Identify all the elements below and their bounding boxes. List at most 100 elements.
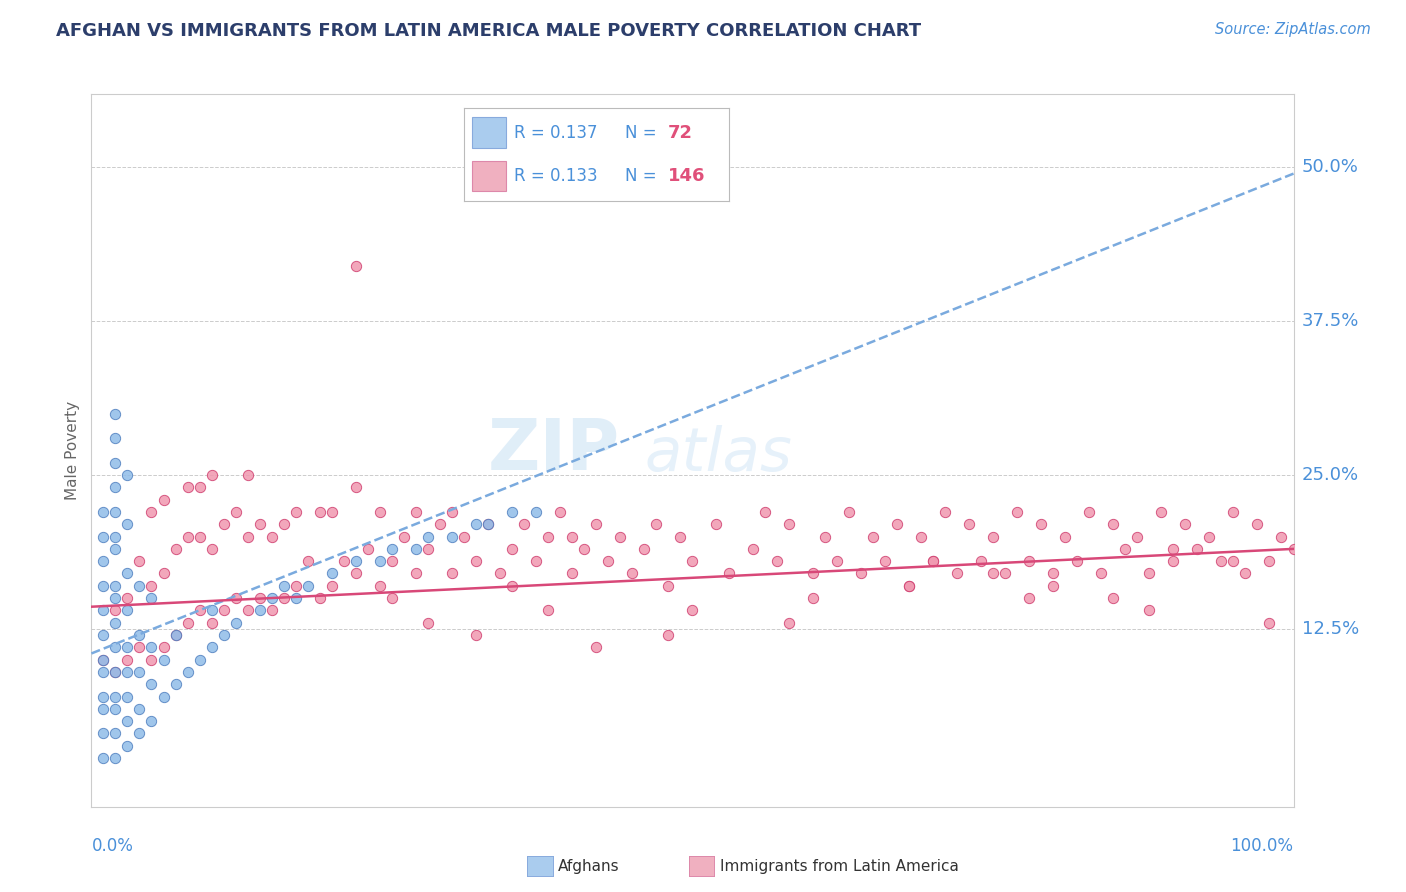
- Point: [981, 566, 1004, 581]
- Bar: [472, 161, 506, 192]
- Point: [260, 603, 283, 617]
- Point: [1102, 591, 1125, 606]
- Point: [1211, 554, 1233, 568]
- Point: [93, 665, 115, 679]
- Point: [1102, 517, 1125, 532]
- Point: [1234, 566, 1257, 581]
- Point: [152, 690, 174, 704]
- Point: [333, 554, 356, 568]
- Point: [249, 517, 271, 532]
- Point: [645, 517, 668, 532]
- Point: [273, 579, 295, 593]
- Point: [176, 530, 198, 544]
- Point: [561, 530, 583, 544]
- Point: [141, 591, 163, 606]
- Point: [681, 554, 703, 568]
- Point: [128, 640, 150, 655]
- Point: [1018, 591, 1040, 606]
- Point: [381, 591, 404, 606]
- Point: [104, 640, 127, 655]
- Text: 100.0%: 100.0%: [1230, 837, 1294, 855]
- Point: [117, 566, 139, 581]
- Point: [225, 615, 247, 630]
- Point: [93, 690, 115, 704]
- Text: Afghans: Afghans: [558, 859, 620, 873]
- Point: [188, 480, 211, 494]
- Bar: [472, 117, 506, 148]
- Point: [801, 591, 824, 606]
- Point: [1018, 554, 1040, 568]
- Text: 0.0%: 0.0%: [91, 837, 134, 855]
- Point: [93, 603, 115, 617]
- Point: [93, 652, 115, 666]
- Point: [429, 517, 451, 532]
- Point: [1126, 530, 1149, 544]
- Point: [201, 615, 224, 630]
- Point: [165, 541, 187, 556]
- Text: N =: N =: [626, 167, 662, 186]
- Point: [1246, 517, 1268, 532]
- Point: [321, 566, 343, 581]
- Point: [273, 517, 295, 532]
- Point: [946, 566, 969, 581]
- Point: [392, 530, 415, 544]
- Point: [321, 579, 343, 593]
- Point: [308, 505, 330, 519]
- Point: [957, 517, 980, 532]
- Point: [1137, 566, 1160, 581]
- Point: [465, 517, 488, 532]
- Point: [1042, 579, 1064, 593]
- Point: [104, 431, 127, 445]
- Point: [416, 530, 439, 544]
- Point: [104, 665, 127, 679]
- Point: [93, 554, 115, 568]
- Point: [93, 530, 115, 544]
- Point: [862, 530, 884, 544]
- Point: [141, 677, 163, 691]
- Point: [176, 480, 198, 494]
- Point: [801, 566, 824, 581]
- Point: [117, 665, 139, 679]
- Point: [188, 652, 211, 666]
- Point: [1161, 554, 1184, 568]
- Point: [981, 530, 1004, 544]
- Point: [489, 566, 512, 581]
- Point: [357, 541, 380, 556]
- Point: [93, 726, 115, 740]
- Text: Immigrants from Latin America: Immigrants from Latin America: [720, 859, 959, 873]
- Point: [1222, 554, 1244, 568]
- Point: [585, 517, 607, 532]
- Point: [176, 615, 198, 630]
- Point: [681, 603, 703, 617]
- Point: [548, 505, 571, 519]
- Point: [104, 615, 127, 630]
- Point: [765, 554, 787, 568]
- Text: 50.0%: 50.0%: [1302, 159, 1358, 177]
- Point: [537, 530, 560, 544]
- Point: [321, 505, 343, 519]
- Point: [1161, 541, 1184, 556]
- Point: [201, 603, 224, 617]
- Point: [501, 541, 523, 556]
- Point: [910, 530, 932, 544]
- Point: [117, 714, 139, 728]
- Point: [598, 554, 620, 568]
- Point: [104, 541, 127, 556]
- Point: [501, 505, 523, 519]
- Point: [1042, 566, 1064, 581]
- Y-axis label: Male Poverty: Male Poverty: [65, 401, 80, 500]
- Point: [152, 652, 174, 666]
- Point: [141, 652, 163, 666]
- Point: [561, 566, 583, 581]
- Text: 72: 72: [668, 123, 693, 142]
- Point: [657, 579, 679, 593]
- Point: [225, 505, 247, 519]
- Point: [104, 407, 127, 421]
- Point: [754, 505, 776, 519]
- Point: [524, 554, 547, 568]
- Point: [405, 505, 427, 519]
- Point: [152, 492, 174, 507]
- Point: [104, 603, 127, 617]
- Point: [849, 566, 872, 581]
- Point: [117, 652, 139, 666]
